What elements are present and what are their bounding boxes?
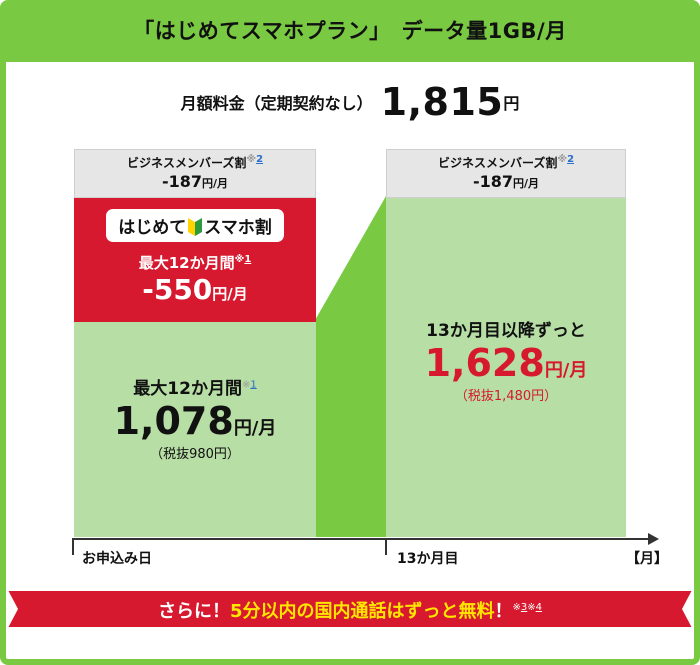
footnote-mark: ※ bbox=[527, 602, 536, 613]
footnote-link-1[interactable]: 1 bbox=[244, 254, 252, 265]
footnote-mark: ※ bbox=[557, 154, 568, 165]
monthly-fee-label: 月額料金（定期契約なし） bbox=[180, 94, 373, 113]
discount-name: ビジネスメンバーズ割 bbox=[437, 156, 558, 170]
tick-13-months bbox=[385, 539, 387, 555]
footnote-mark: ※ bbox=[512, 602, 521, 613]
footnote-link-3[interactable]: 3 bbox=[520, 602, 528, 613]
price-unit: 円/月 bbox=[233, 418, 277, 439]
hajimete-sumaho-wari-badge: はじめて スマホ割 bbox=[106, 209, 284, 242]
discount-name: ビジネスメンバーズ割 bbox=[126, 156, 247, 170]
banner-suffix: ！ bbox=[494, 601, 513, 622]
plan-title: 「はじめてスマホプラン」 データ量1GB/月 bbox=[133, 19, 567, 43]
price-unit: 円/月 bbox=[544, 360, 588, 381]
footnote-mark: ※ bbox=[234, 254, 245, 265]
discount-amount: -187 bbox=[472, 172, 513, 191]
footnote-link-2[interactable]: 2 bbox=[256, 154, 264, 165]
footnote-link-2[interactable]: 2 bbox=[567, 154, 575, 165]
hajimete-discount-box: はじめて スマホ割 最大12か月間※1 -550円/月 bbox=[74, 198, 316, 322]
tick-start bbox=[72, 539, 74, 555]
right-price-box: 13か月目以降ずっと 1,628円/月 （税抜1,480円） bbox=[386, 198, 626, 537]
banner-highlight: 5分以内の国内通話はずっと無料 bbox=[229, 601, 495, 622]
timeline-axis bbox=[72, 538, 650, 540]
monthly-fee-unit: 円 bbox=[503, 94, 520, 113]
monthly-fee-amount: 1,815 bbox=[380, 80, 504, 124]
discount-unit: 円/月 bbox=[513, 177, 540, 190]
campaign-unit: 円/月 bbox=[212, 285, 248, 303]
footnote-mark: ※ bbox=[246, 154, 257, 165]
left-price-box: 最大12か月間※1 1,078円/月 （税抜980円） bbox=[74, 322, 316, 537]
monthly-fee: 月額料金（定期契約なし） 1,815円 bbox=[0, 80, 700, 124]
after-13-months-caption: 13か月目以降ずっと bbox=[426, 321, 586, 341]
free-call-banner: さらに！5分以内の国内通話はずっと無料！※3※4 bbox=[0, 588, 700, 630]
banner-prefix: さらに！ bbox=[157, 601, 230, 622]
footnote-link-4[interactable]: 4 bbox=[535, 602, 543, 613]
axis-unit-label: 【月】 bbox=[626, 551, 668, 567]
beginner-mark-icon bbox=[188, 218, 203, 236]
campaign-duration: 最大12か月間 bbox=[138, 254, 235, 272]
right-business-discount: ビジネスメンバーズ割※2 -187円/月 bbox=[386, 149, 626, 198]
price-amount: 1,628 bbox=[424, 341, 545, 385]
footnote-mark: ※ bbox=[241, 379, 251, 391]
campaign-amount: -550 bbox=[142, 273, 213, 306]
axis-label-13-months: 13か月目 bbox=[397, 551, 459, 567]
timeline-arrow-icon bbox=[648, 533, 659, 545]
price-tax-excluded: （税抜1,480円） bbox=[454, 389, 558, 404]
discount-amount: -187 bbox=[161, 172, 202, 191]
plan-header: 「はじめてスマホプラン」 データ量1GB/月 bbox=[0, 0, 700, 62]
ribbon-shape bbox=[8, 589, 692, 629]
price-amount: 1,078 bbox=[113, 399, 234, 443]
price-duration: 最大12か月間 bbox=[133, 379, 242, 399]
discount-unit: 円/月 bbox=[202, 177, 229, 190]
left-business-discount: ビジネスメンバーズ割※2 -187円/月 bbox=[74, 149, 316, 198]
footnote-link-1[interactable]: 1 bbox=[250, 379, 257, 391]
price-tax-excluded: （税抜980円） bbox=[150, 447, 240, 462]
axis-label-start: お申込み日 bbox=[82, 551, 152, 567]
